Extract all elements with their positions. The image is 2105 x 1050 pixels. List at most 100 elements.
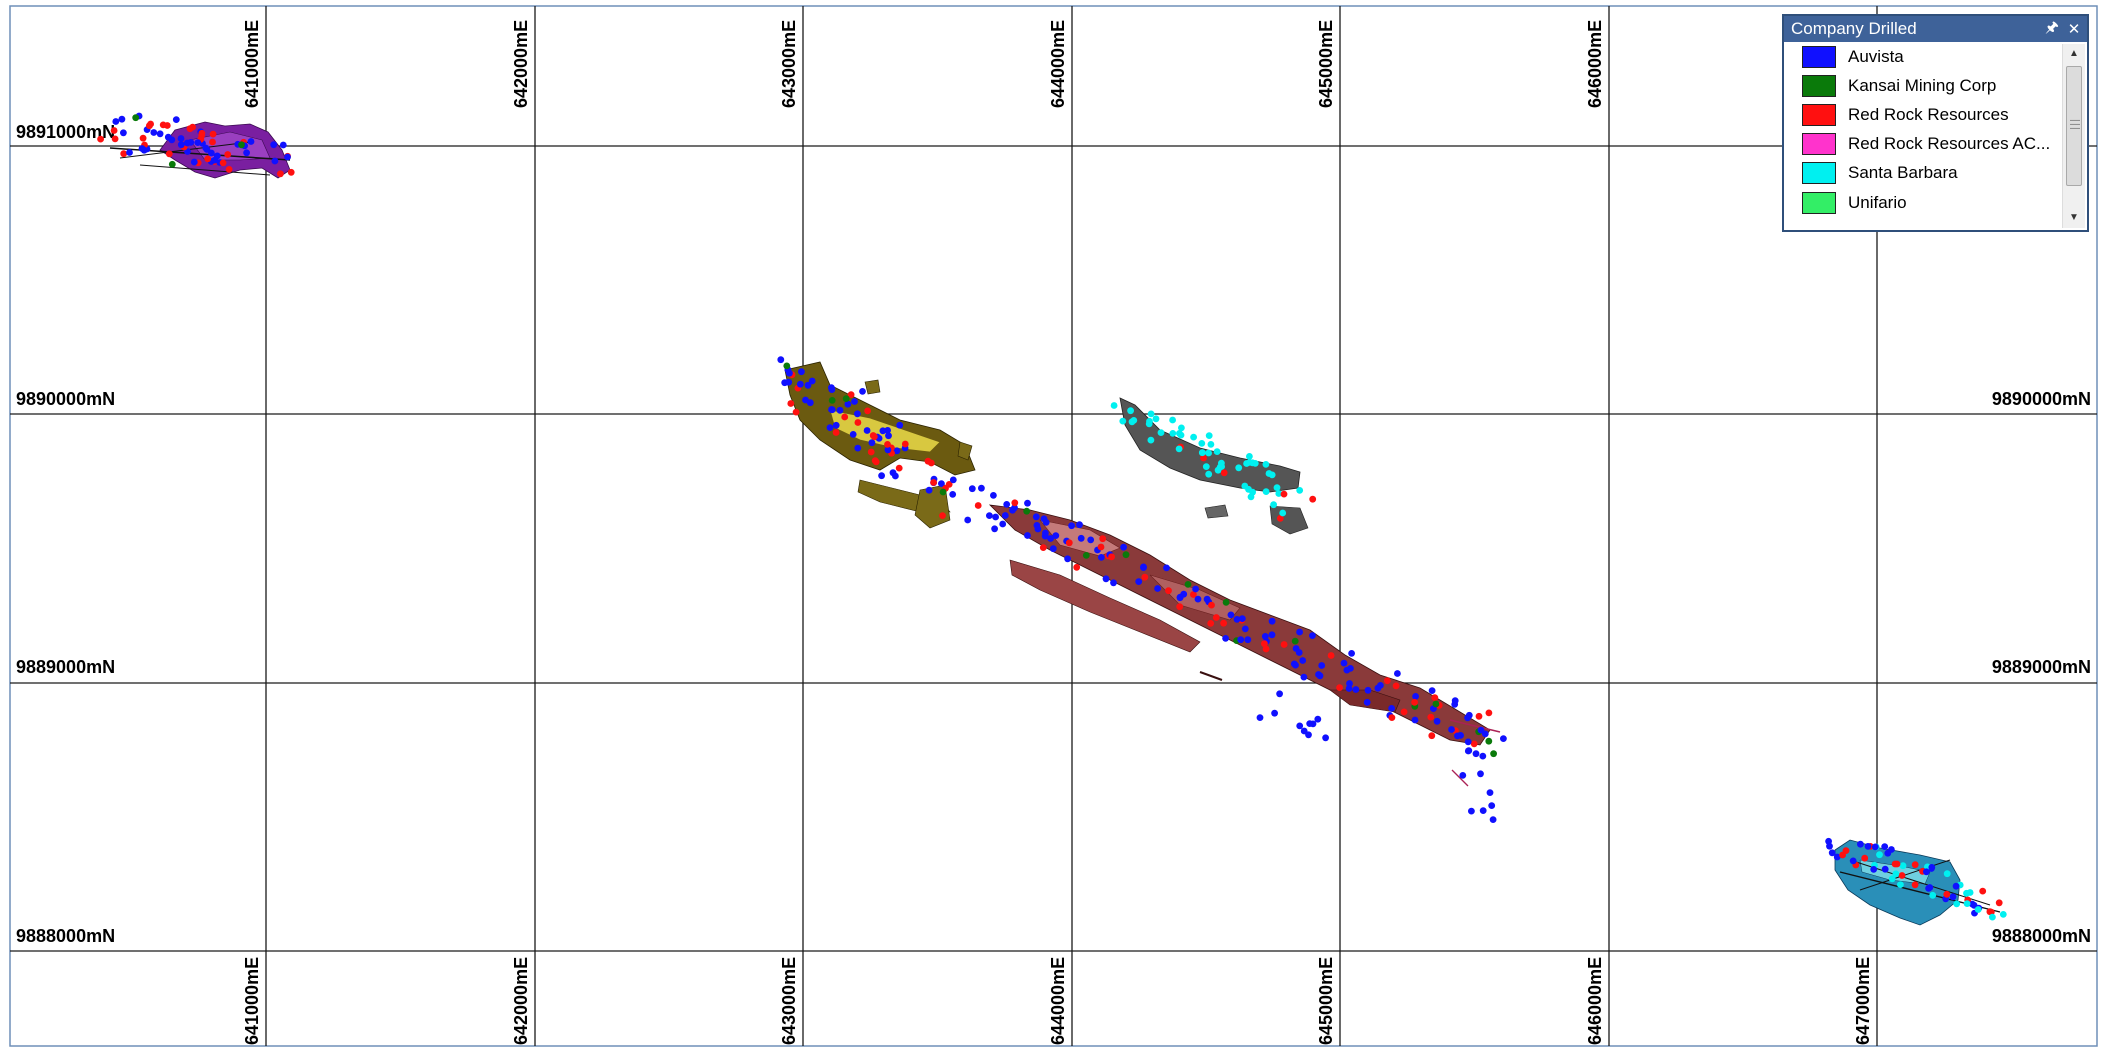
legend-item-auvista[interactable]: Auvista <box>1784 42 2061 71</box>
drill-collar <box>1042 529 1049 537</box>
drill-collar <box>1884 849 1892 857</box>
easting-label-top-643000: 643000mE <box>779 20 799 108</box>
easting-label-top-646000: 646000mE <box>1585 20 1605 108</box>
legend-item-santa-barbara[interactable]: Santa Barbara <box>1784 159 2061 188</box>
drill-collar <box>177 135 185 142</box>
drill-collar <box>870 433 878 441</box>
drill-collar <box>1296 487 1304 494</box>
drill-collar <box>1064 555 1071 563</box>
drill-collar <box>893 447 901 455</box>
drill-collar <box>787 400 795 407</box>
drill-collar <box>194 139 202 147</box>
drill-collar <box>126 149 133 156</box>
drill-collar <box>1261 640 1268 648</box>
drill-collar <box>1849 857 1857 865</box>
drill-collar <box>198 129 206 137</box>
drill-collar <box>1280 490 1288 498</box>
drill-collar <box>1364 686 1372 694</box>
drill-collar <box>1952 882 1960 890</box>
drill-collar <box>1176 430 1183 437</box>
drill-collar <box>1120 543 1127 551</box>
drill-collar <box>1928 864 1936 871</box>
drill-collar <box>1485 709 1493 717</box>
drill-collar <box>209 130 217 138</box>
drill-collar <box>1465 711 1473 719</box>
drill-collar <box>804 381 812 389</box>
drill-collar <box>968 485 976 493</box>
drill-collar <box>1464 738 1472 746</box>
drill-collar <box>1194 595 1202 603</box>
drill-trace <box>1199 671 1223 681</box>
drill-collar <box>1227 611 1235 619</box>
drill-collar <box>243 149 251 157</box>
easting-label-bottom-641000: 641000mE <box>242 957 262 1045</box>
drill-collar <box>1216 463 1224 471</box>
drill-collar <box>1299 657 1307 664</box>
drill-collar <box>1247 493 1255 501</box>
drill-collar <box>1986 908 1994 916</box>
drill-collar <box>808 377 816 385</box>
legend-item-unifario[interactable]: Unifario <box>1784 188 2061 217</box>
drill-collar <box>1470 740 1478 748</box>
drill-collar <box>172 116 180 123</box>
legend-scrollbar[interactable]: ▲ — — — ▼ <box>2062 44 2085 228</box>
close-icon[interactable]: ✕ <box>2067 21 2081 38</box>
drill-collar <box>1974 906 1982 913</box>
drill-collar <box>1001 512 1009 519</box>
drill-collar <box>1897 881 1904 888</box>
drill-collar <box>1097 543 1105 551</box>
legend-panel[interactable]: Company Drilled 🖈︎ ✕ Auvista Kansai Mini… <box>1782 14 2089 232</box>
scroll-thumb[interactable]: — — — <box>2066 66 2082 186</box>
legend-item-kansai-mining-corp[interactable]: Kansai Mining Corp <box>1784 71 2061 100</box>
drill-collar <box>949 476 957 484</box>
drill-collar <box>844 400 852 408</box>
drill-collar <box>1876 851 1883 859</box>
drill-collar <box>1842 847 1850 854</box>
drill-collar <box>211 156 219 164</box>
drill-collar <box>1169 430 1177 437</box>
drill-collar <box>1881 843 1889 850</box>
deposit-cluster-main-trend <box>988 504 1501 787</box>
drill-collar <box>978 484 985 492</box>
drill-collar <box>224 151 232 158</box>
drill-collar <box>1127 407 1134 415</box>
drill-collar <box>1200 454 1207 462</box>
orebody <box>1204 504 1229 519</box>
drill-collar <box>1888 875 1896 883</box>
drill-collar <box>1023 507 1031 515</box>
drill-collar <box>828 406 835 413</box>
drill-collar <box>1243 460 1250 467</box>
scroll-down-icon[interactable]: ▼ <box>2069 212 2079 223</box>
drill-collar <box>1893 860 1901 868</box>
drill-collar <box>1152 415 1160 423</box>
legend-body: Auvista Kansai Mining Corp Red Rock Reso… <box>1784 42 2087 230</box>
drill-collar <box>1147 436 1155 444</box>
drill-collar <box>1245 485 1252 493</box>
drill-collar <box>1097 554 1105 561</box>
drill-collar <box>1352 686 1360 693</box>
easting-label-bottom-642000: 642000mE <box>511 957 531 1045</box>
deposit-cluster-central <box>784 361 976 529</box>
drill-trace <box>1449 719 1501 733</box>
scroll-up-icon[interactable]: ▲ <box>2069 48 2079 59</box>
drill-collar <box>1241 625 1249 633</box>
legend-item-red-rock-resources-ac[interactable]: Red Rock Resources AC... <box>1784 130 2061 159</box>
legend-item-red-rock-resources[interactable]: Red Rock Resources <box>1784 100 2061 129</box>
drill-collar <box>1052 532 1060 539</box>
drill-collar <box>867 448 875 456</box>
drill-collar <box>1899 862 1907 870</box>
drill-collar <box>1428 732 1436 740</box>
drill-collar <box>287 168 295 176</box>
drill-collar <box>826 424 834 431</box>
drill-collar <box>1249 459 1256 467</box>
orebody <box>1009 559 1201 653</box>
northing-label-left-9888000: 9888000mN <box>16 926 115 946</box>
drill-collar <box>284 153 291 161</box>
pin-icon[interactable]: 🖈︎ <box>2045 18 2059 36</box>
legend-label: Kansai Mining Corp <box>1848 75 1997 95</box>
legend-header[interactable]: Company Drilled 🖈︎ ✕ <box>1784 16 2087 42</box>
legend-list: Auvista Kansai Mining Corp Red Rock Reso… <box>1784 42 2061 230</box>
drill-collar <box>1911 881 1919 889</box>
